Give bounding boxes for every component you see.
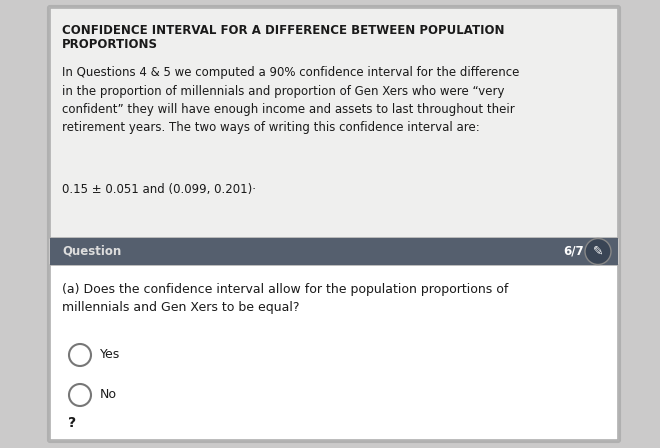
Text: CONFIDENCE INTERVAL FOR A DIFFERENCE BETWEEN POPULATION: CONFIDENCE INTERVAL FOR A DIFFERENCE BET… (62, 24, 504, 37)
Text: No: No (100, 388, 117, 401)
Text: In Questions 4 & 5 we computed a 90% confidence interval for the difference
in t: In Questions 4 & 5 we computed a 90% con… (62, 66, 519, 134)
Circle shape (69, 384, 91, 406)
Text: ✎: ✎ (593, 245, 603, 258)
FancyBboxPatch shape (50, 238, 618, 265)
Text: (a) Does the confidence interval allow for the population proportions of
millenn: (a) Does the confidence interval allow f… (62, 283, 508, 314)
Circle shape (69, 344, 91, 366)
Text: PROPORTIONS: PROPORTIONS (62, 38, 158, 51)
Text: 6/7: 6/7 (563, 245, 583, 258)
Text: ?: ? (68, 416, 76, 430)
Text: 0.15 ± 0.051 and (0.099, 0.201)·: 0.15 ± 0.051 and (0.099, 0.201)· (62, 183, 256, 196)
Circle shape (585, 238, 611, 264)
FancyBboxPatch shape (50, 8, 618, 238)
Text: Question: Question (62, 245, 121, 258)
FancyBboxPatch shape (50, 265, 618, 440)
Text: Yes: Yes (100, 349, 120, 362)
